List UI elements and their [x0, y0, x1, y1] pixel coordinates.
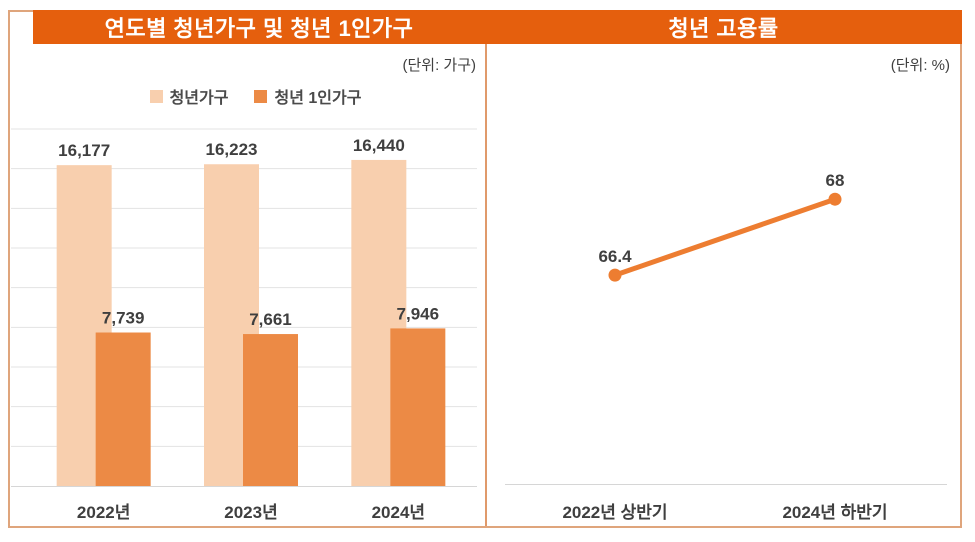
legend-label: 청년 1인가구	[274, 90, 362, 107]
bar-youth-single-households	[95, 332, 151, 486]
point-value-label: 68	[826, 171, 845, 190]
legend-swatch-dark	[254, 89, 268, 103]
bar-value-label: 16,440	[353, 136, 405, 155]
point-value-label: 66.4	[598, 247, 632, 266]
bar-value-label: 7,739	[102, 309, 145, 328]
legend-swatch-light	[149, 89, 163, 103]
bar-value-label: 7,661	[249, 310, 292, 329]
line-series	[612, 196, 838, 278]
legend: 청년가구 청년 1인가구	[33, 84, 478, 108]
data-point-marker	[608, 268, 622, 282]
bar-youth-single-households	[243, 334, 298, 486]
bar-youth-single-households	[390, 328, 446, 486]
left-unit-label: (단위: 가구)	[402, 57, 476, 74]
legend-label: 청년가구	[169, 90, 229, 107]
category-label: 2022년 상반기	[562, 503, 667, 522]
category-label: 2023년	[224, 503, 277, 522]
legend-item-youth-households: 청년가구	[149, 84, 229, 108]
bar-value-label: 16,177	[58, 141, 110, 160]
right-unit-label: (단위: %)	[890, 57, 950, 74]
category-label: 2024년 하반기	[782, 503, 887, 522]
bar-value-label: 7,946	[397, 304, 440, 323]
category-label: 2022년	[77, 503, 130, 522]
category-label: 2024년	[372, 503, 425, 522]
header-band: 연도별 청년가구 및 청년 1인가구 청년 고용률	[33, 10, 962, 44]
bar-value-label: 16,223	[206, 140, 258, 159]
right-panel-title: 청년 고용률	[668, 16, 779, 41]
legend-item-youth-single-households: 청년 1인가구	[254, 84, 361, 108]
left-panel-title: 연도별 청년가구 및 청년 1인가구	[104, 16, 414, 41]
panel-divider	[485, 44, 487, 526]
data-point-marker	[828, 192, 842, 206]
